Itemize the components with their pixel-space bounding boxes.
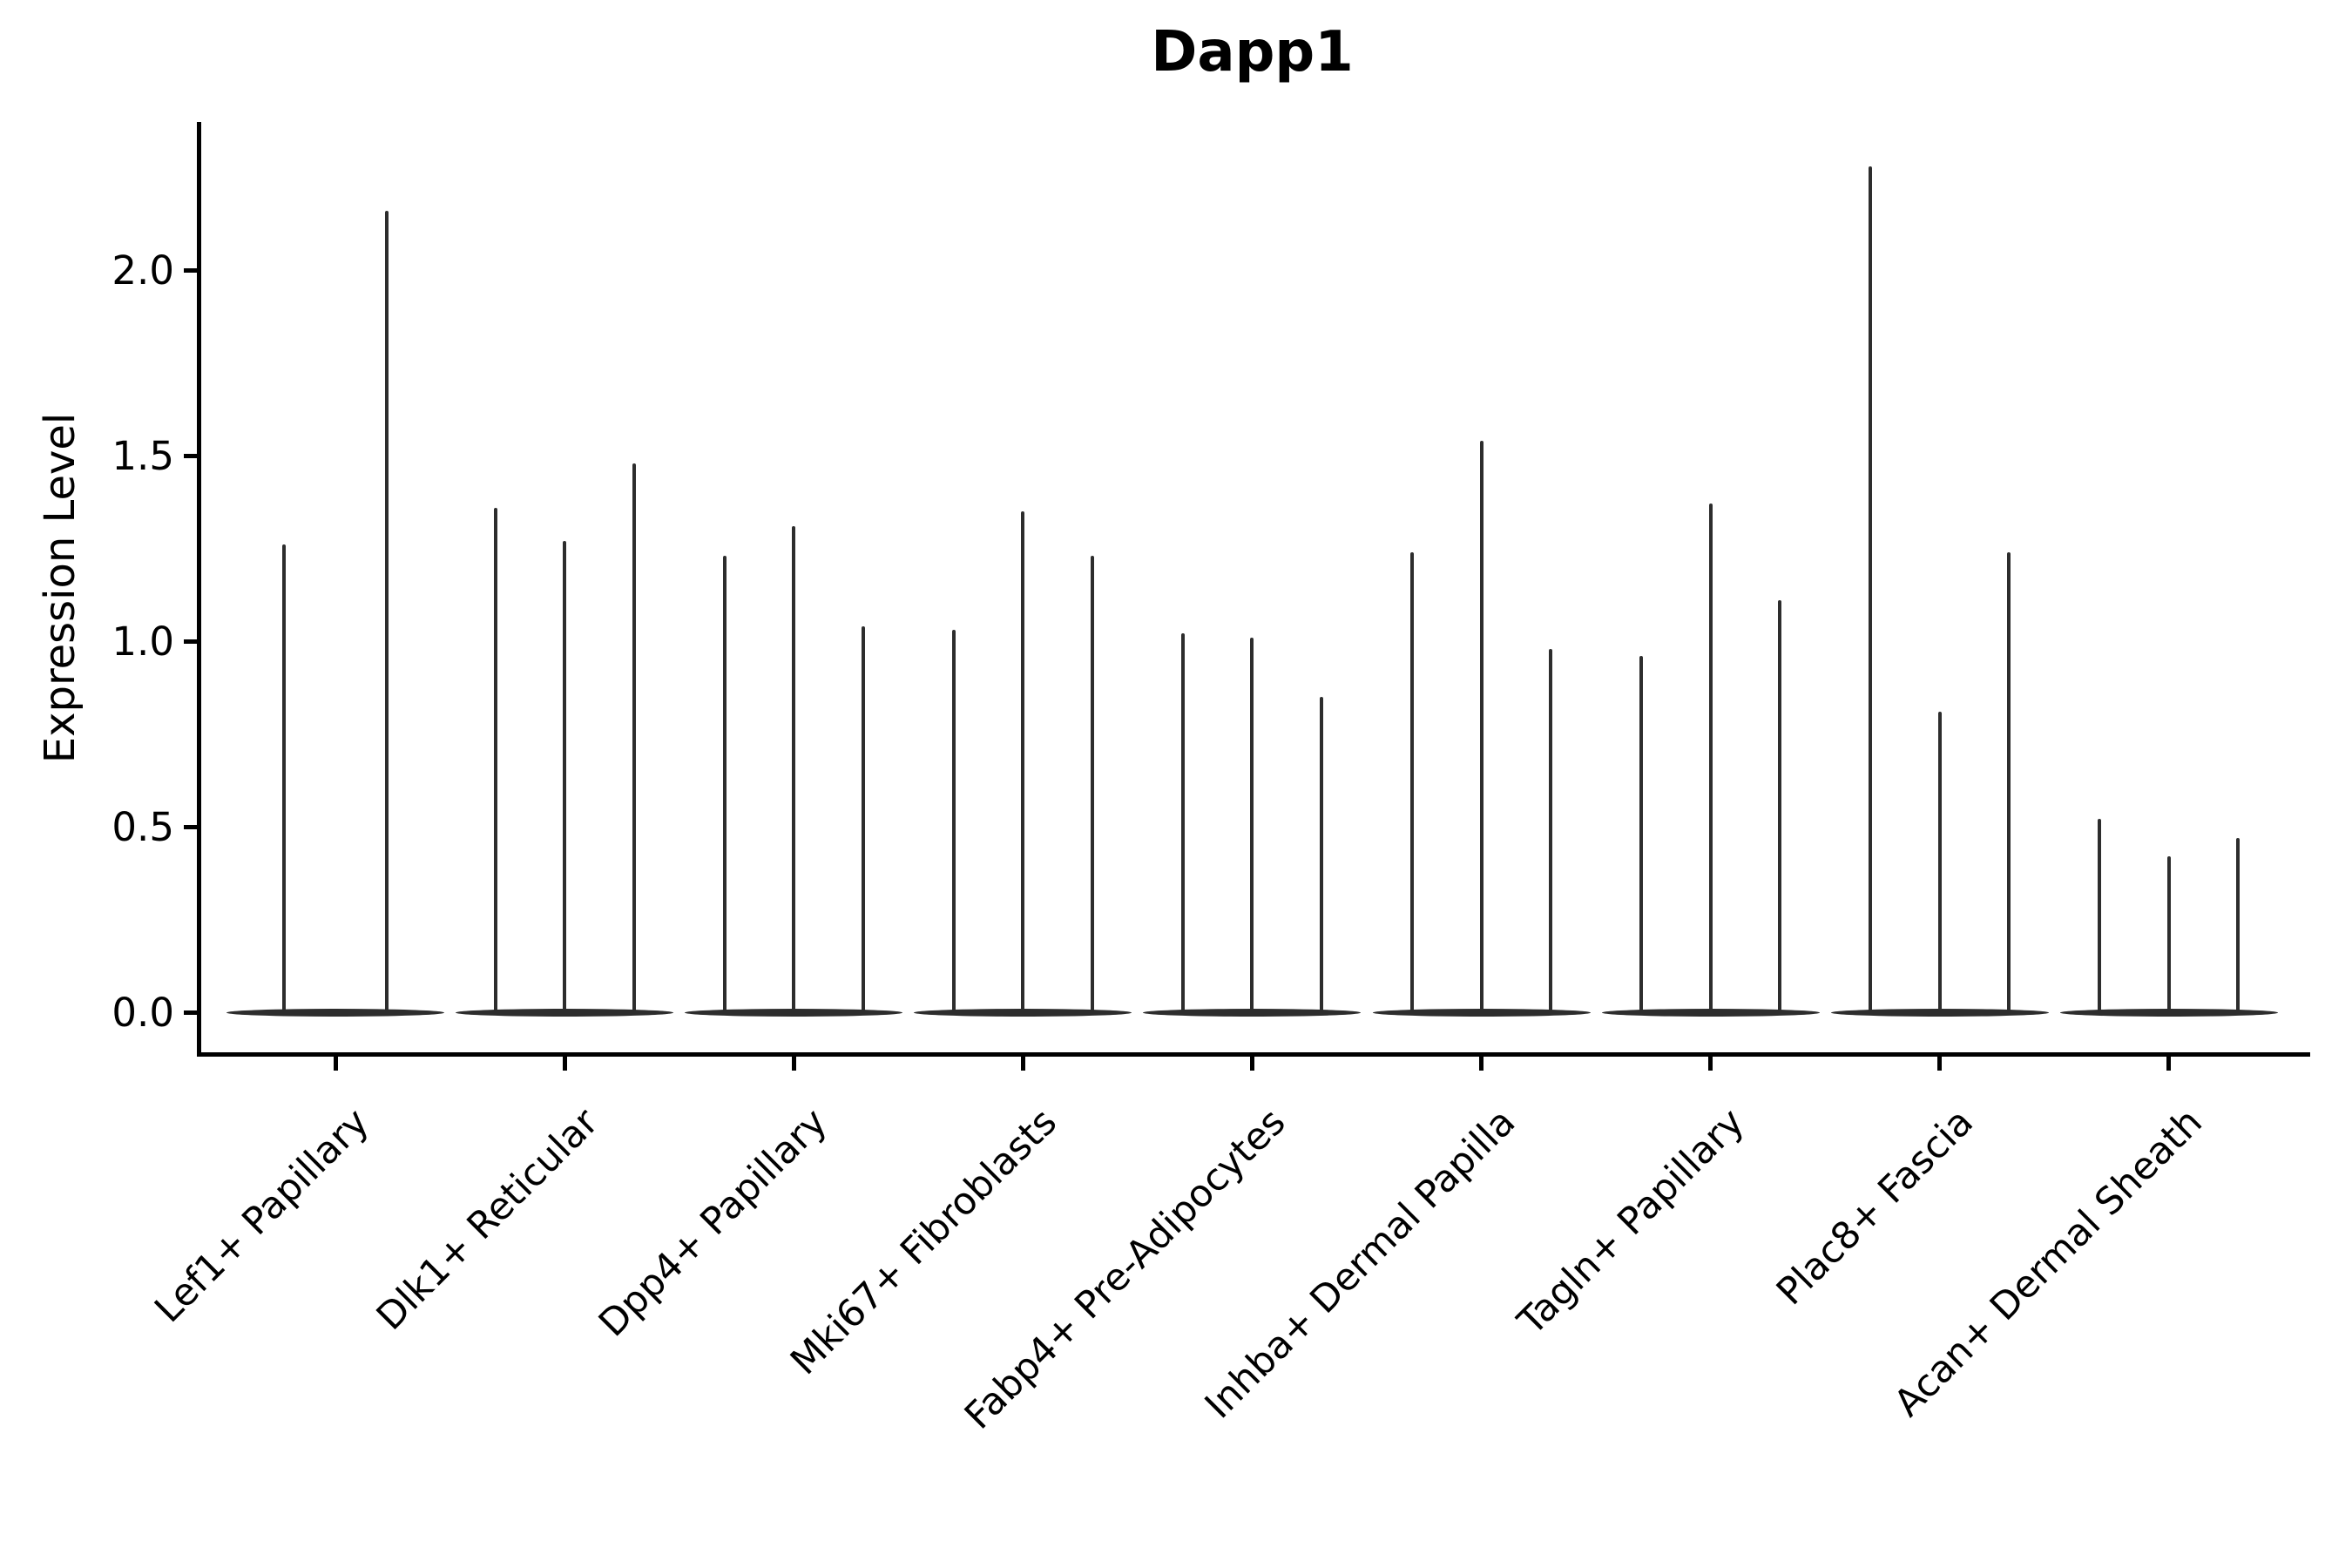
violin-spike <box>792 525 796 1012</box>
violin-base <box>1143 1008 1362 1017</box>
violin-spike <box>1090 556 1094 1012</box>
x-tick <box>333 1057 338 1071</box>
x-tick-label: Mki67+ Fibroblasts <box>781 1100 1065 1384</box>
y-tick-label: 1.5 <box>112 433 174 479</box>
violin-base <box>456 1008 674 1017</box>
x-tick-label: Dlk1+ Reticular <box>368 1100 607 1339</box>
violin-spike <box>1937 711 1942 1012</box>
violin-spike <box>2007 551 2011 1012</box>
x-tick-label: Lef1+ Papillary <box>146 1100 378 1332</box>
violin-spike <box>1479 440 1484 1012</box>
violin-spike <box>1639 656 1644 1012</box>
violin-spike <box>1250 637 1254 1012</box>
x-tick <box>1020 1057 1025 1071</box>
violin-base <box>914 1008 1132 1017</box>
violin-spike <box>1319 696 1323 1012</box>
x-tick <box>1479 1057 1484 1071</box>
x-tick-label: Tagln+ Papillary <box>1510 1100 1754 1344</box>
violin-base <box>1372 1008 1591 1017</box>
violin-spike <box>1549 648 1552 1012</box>
y-tick-label: 2.0 <box>112 247 174 294</box>
y-tick-label: 1.0 <box>112 618 174 665</box>
x-tick <box>791 1057 796 1071</box>
x-tick-label: Dpp4+ Papillary <box>591 1100 836 1346</box>
violin-spike <box>1180 633 1185 1012</box>
y-tick-label: 0.5 <box>112 804 174 850</box>
violin-spike <box>951 630 956 1012</box>
x-tick <box>1937 1057 1943 1071</box>
violin-spike <box>2166 856 2171 1012</box>
y-tick <box>184 453 197 458</box>
x-tick <box>1708 1057 1713 1071</box>
violin-spike <box>1708 504 1713 1012</box>
x-tick <box>2166 1057 2172 1071</box>
violin-spike <box>493 507 497 1012</box>
violin-base <box>1601 1008 1820 1017</box>
violin-spike <box>722 556 727 1012</box>
violin-spike <box>1410 551 1414 1012</box>
violin-base <box>2059 1008 2278 1017</box>
x-tick-label: Plac8+ Fascia <box>1768 1100 1983 1315</box>
violin-spike <box>1869 166 1873 1012</box>
violin-base <box>226 1008 444 1017</box>
y-tick <box>184 267 197 273</box>
violin-base <box>1830 1008 2049 1017</box>
y-axis-label: Expression Level <box>36 412 84 764</box>
violin-spike <box>861 625 865 1012</box>
violin-spike <box>1021 510 1025 1012</box>
y-axis-spine <box>197 122 201 1057</box>
violin-spike <box>385 210 389 1012</box>
y-tick <box>184 1010 197 1015</box>
y-tick-label: 0.0 <box>112 990 174 1036</box>
violin-spike <box>2236 837 2240 1012</box>
violin-base <box>685 1008 903 1017</box>
violin-spike <box>632 463 636 1012</box>
y-tick <box>184 824 197 829</box>
violin-spike <box>2098 819 2102 1012</box>
violin-spike <box>563 540 567 1012</box>
violin-spike <box>282 544 286 1012</box>
y-tick <box>184 639 197 644</box>
x-tick <box>1249 1057 1254 1071</box>
x-axis-spine <box>197 1052 2310 1057</box>
chart-title: Dapp1 <box>1151 20 1354 84</box>
violin-spike <box>1778 600 1782 1012</box>
x-tick <box>562 1057 567 1071</box>
